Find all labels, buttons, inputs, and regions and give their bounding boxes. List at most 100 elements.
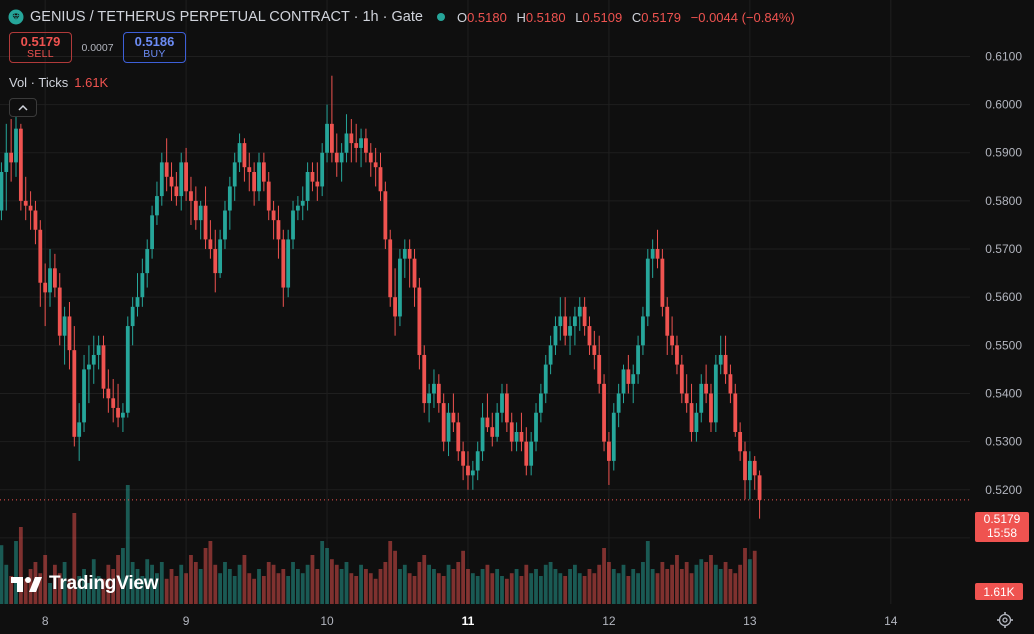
volume-bar <box>0 545 4 604</box>
candle-body <box>130 306 135 327</box>
y-tick-label: 0.5800 <box>985 194 1022 208</box>
volume-bar <box>364 569 368 604</box>
volume-legend-value: 1.61K <box>74 75 109 90</box>
volume-bar <box>130 562 135 604</box>
volume-bar <box>101 578 106 604</box>
candle-body <box>38 229 43 283</box>
volume-bar <box>174 576 179 604</box>
candle-body <box>189 191 193 201</box>
volume-bar <box>626 576 631 604</box>
volume-bar <box>189 555 193 604</box>
volume-bar <box>645 541 650 604</box>
volume-bar <box>257 569 261 604</box>
volume-bar <box>573 564 577 604</box>
volume-bar <box>179 564 184 604</box>
candle-body <box>543 364 548 394</box>
candle-body <box>446 412 451 442</box>
volume-bar <box>150 564 154 604</box>
tradingview-logo-text: TradingView <box>49 573 159 594</box>
candle-body <box>412 258 417 288</box>
candle-body <box>611 412 616 461</box>
candle-body <box>500 393 504 413</box>
candle-body <box>466 465 470 476</box>
volume-legend-label[interactable]: Vol · Ticks <box>9 75 69 90</box>
candle-body <box>451 412 456 423</box>
volume-bar <box>227 569 232 604</box>
candle-body <box>417 287 422 355</box>
volume-bar <box>407 573 412 604</box>
volume-bar <box>422 555 427 604</box>
market-status-dot <box>436 13 445 21</box>
volume-bar <box>534 569 538 604</box>
candle-body <box>504 393 509 423</box>
volume-bar <box>359 564 363 604</box>
volume-bar <box>641 562 645 604</box>
candle-body <box>203 205 208 240</box>
candle-body <box>218 239 223 274</box>
candle-body <box>43 282 48 293</box>
sell-button[interactable]: 0.5179 SELL <box>9 32 72 63</box>
ohlc-change: −0.0044 (−0.84%) <box>690 9 795 25</box>
volume-bar <box>330 559 334 604</box>
candle-body <box>461 451 466 466</box>
volume-bar <box>747 559 752 604</box>
candle-body <box>330 123 334 153</box>
symbol-title[interactable]: GENIUS / TETHERUS PERPETUAL CONTRACT · 1… <box>30 9 423 25</box>
candle-body <box>475 451 480 471</box>
candle-body <box>242 143 247 168</box>
volume-bar <box>320 541 325 604</box>
volume-bar <box>96 576 101 604</box>
volume-bar <box>383 562 388 604</box>
volume-bar <box>636 573 640 604</box>
y-tick-label: 0.6000 <box>985 98 1022 112</box>
collapse-legend-button[interactable] <box>9 98 37 117</box>
volume-bar <box>592 573 597 604</box>
candle-body <box>733 393 738 432</box>
volume-bar <box>650 569 655 604</box>
candle-body <box>291 210 295 240</box>
volume-bar <box>82 569 86 604</box>
volume-bar <box>281 569 286 604</box>
tradingview-logo[interactable]: TradingView <box>11 573 159 595</box>
candle-body <box>490 427 495 437</box>
volume-bar <box>602 548 606 604</box>
volume-bar <box>607 562 611 604</box>
volume-bar <box>485 564 490 604</box>
candle-body <box>67 316 72 351</box>
volume-bar <box>718 569 723 604</box>
volume-bar <box>402 564 407 604</box>
candle-body <box>456 422 461 452</box>
ohlc-high-label: H <box>516 9 526 25</box>
candle-body <box>247 167 252 172</box>
tradingview-logo-icon <box>11 577 42 592</box>
candle-body <box>699 383 704 413</box>
candle-body <box>422 354 427 404</box>
volume-bar <box>699 559 704 604</box>
volume-bar <box>325 548 329 604</box>
volume-bar <box>500 576 504 604</box>
volume-bar <box>441 576 446 604</box>
buy-button[interactable]: 0.5186 BUY <box>123 32 186 63</box>
candle-body <box>684 393 689 404</box>
candle-body <box>747 460 752 481</box>
volume-bar <box>470 573 475 604</box>
volume-bar <box>436 573 441 604</box>
volume-bar <box>310 555 315 604</box>
candle-body <box>689 403 694 432</box>
volume-bar <box>295 569 300 604</box>
candle-body <box>407 249 412 259</box>
volume-bar <box>461 550 466 604</box>
candle-body <box>320 152 325 187</box>
volume-bar <box>475 576 480 604</box>
volume-bar <box>577 573 582 604</box>
volume-bar <box>237 564 242 604</box>
settings-icon[interactable] <box>996 611 1014 629</box>
candle-body <box>675 345 679 365</box>
candle-body <box>587 326 592 346</box>
candle-body <box>271 210 276 221</box>
volume-bar <box>72 513 77 604</box>
volume-bar <box>57 573 62 604</box>
volume-bar <box>344 562 349 604</box>
